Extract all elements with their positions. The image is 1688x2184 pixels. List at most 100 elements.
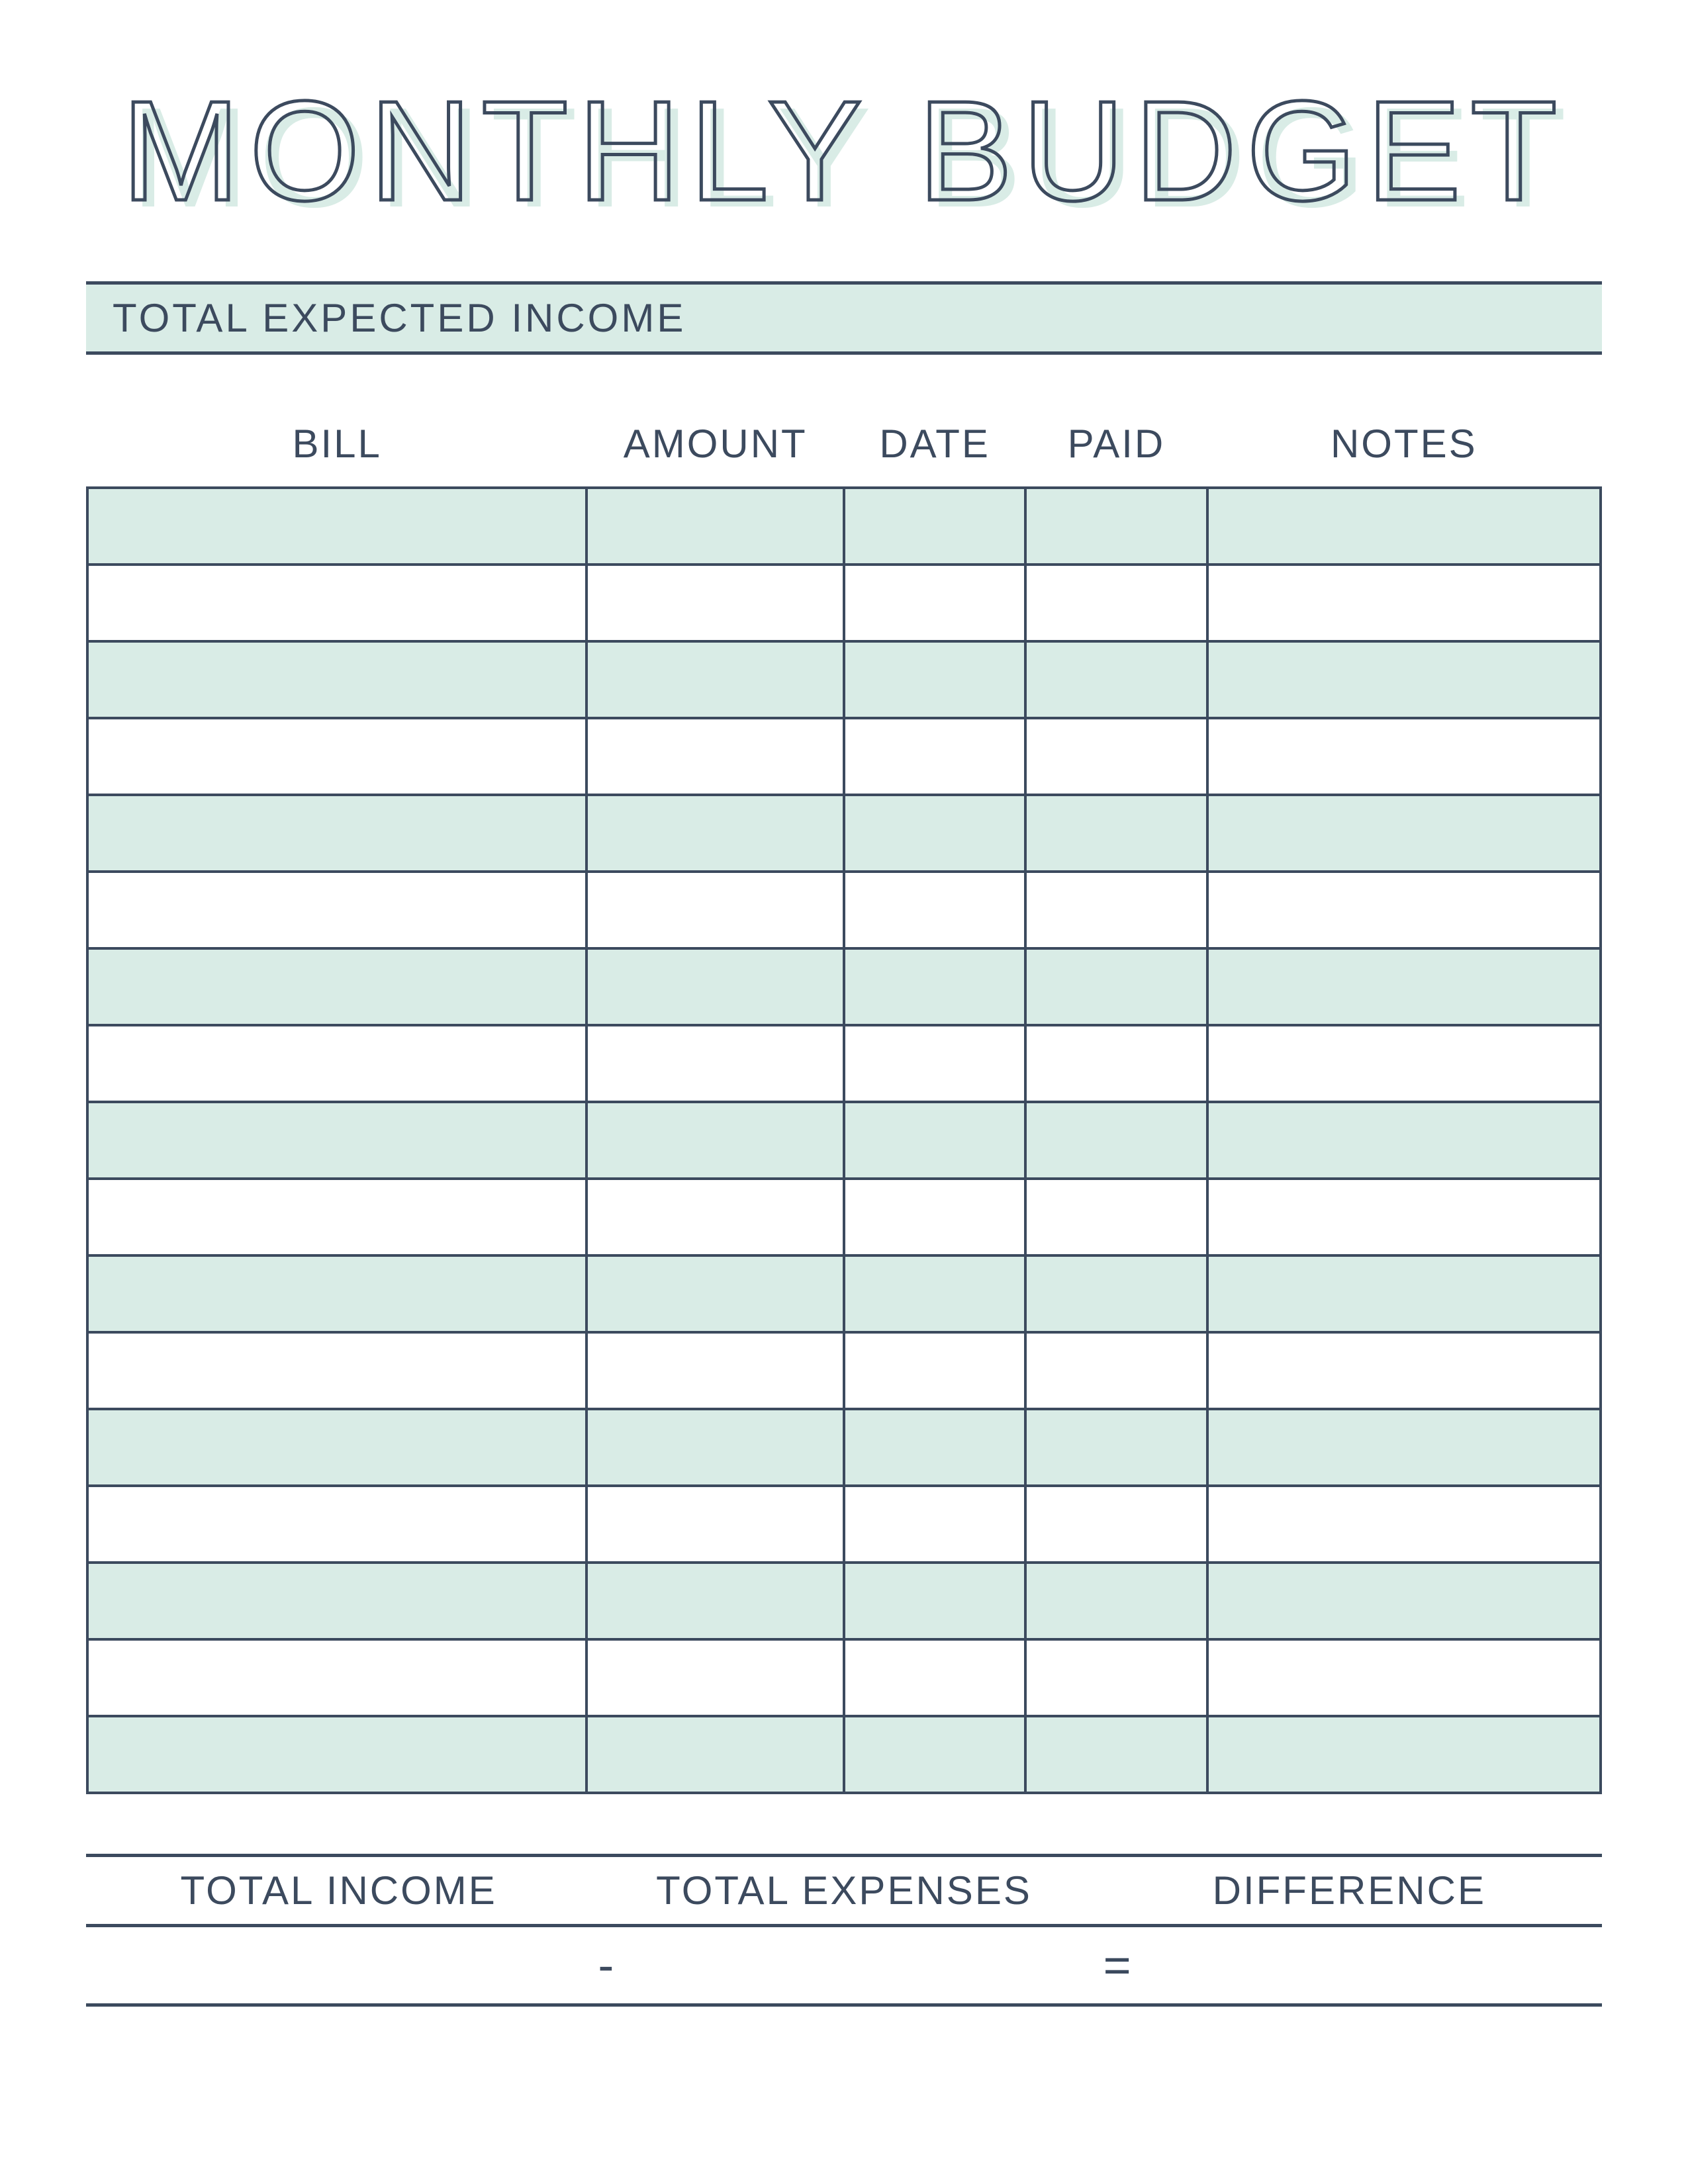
cell-notes[interactable] [1207,1332,1601,1409]
cell-paid[interactable] [1025,948,1207,1025]
cell-amount[interactable] [586,1025,844,1102]
cell-notes[interactable] [1207,1102,1601,1179]
cell-paid[interactable] [1025,1179,1207,1255]
col-header-paid: PAID [1025,401,1207,488]
cell-bill[interactable] [87,1332,586,1409]
cell-paid[interactable] [1025,1409,1207,1486]
cell-bill[interactable] [87,1639,586,1716]
cell-date[interactable] [844,718,1025,795]
table-row [87,872,1601,948]
cell-amount[interactable] [586,565,844,641]
table-row [87,1716,1601,1793]
cell-date[interactable] [844,1179,1025,1255]
cell-bill[interactable] [87,1409,586,1486]
cell-amount[interactable] [586,948,844,1025]
cell-amount[interactable] [586,1563,844,1639]
table-row [87,565,1601,641]
cell-date[interactable] [844,1332,1025,1409]
cell-bill[interactable] [87,1025,586,1102]
cell-bill[interactable] [87,795,586,872]
cell-paid[interactable] [1025,1025,1207,1102]
cell-paid[interactable] [1025,641,1207,718]
cell-bill[interactable] [87,1563,586,1639]
bills-header-row: BILL AMOUNT DATE PAID NOTES [87,401,1601,488]
cell-date[interactable] [844,1486,1025,1563]
cell-amount[interactable] [586,488,844,565]
cell-date[interactable] [844,1025,1025,1102]
cell-amount[interactable] [586,1409,844,1486]
cell-notes[interactable] [1207,718,1601,795]
table-row [87,488,1601,565]
cell-date[interactable] [844,872,1025,948]
cell-amount[interactable] [586,1102,844,1179]
cell-paid[interactable] [1025,718,1207,795]
table-row [87,1025,1601,1102]
table-row [87,1486,1601,1563]
cell-date[interactable] [844,565,1025,641]
cell-amount[interactable] [586,1179,844,1255]
cell-notes[interactable] [1207,641,1601,718]
cell-date[interactable] [844,1102,1025,1179]
cell-date[interactable] [844,1639,1025,1716]
cell-notes[interactable] [1207,1409,1601,1486]
cell-paid[interactable] [1025,1102,1207,1179]
cell-bill[interactable] [87,718,586,795]
cell-date[interactable] [844,1255,1025,1332]
cell-amount[interactable] [586,872,844,948]
cell-notes[interactable] [1207,1563,1601,1639]
cell-paid[interactable] [1025,795,1207,872]
cell-amount[interactable] [586,1255,844,1332]
cell-bill[interactable] [87,1102,586,1179]
cell-date[interactable] [844,948,1025,1025]
cell-notes[interactable] [1207,795,1601,872]
cell-amount[interactable] [586,795,844,872]
cell-date[interactable] [844,795,1025,872]
cell-notes[interactable] [1207,872,1601,948]
cell-notes[interactable] [1207,488,1601,565]
cell-notes[interactable] [1207,1179,1601,1255]
cell-paid[interactable] [1025,1563,1207,1639]
cell-bill[interactable] [87,1486,586,1563]
table-row [87,1102,1601,1179]
cell-notes[interactable] [1207,565,1601,641]
cell-date[interactable] [844,641,1025,718]
cell-date[interactable] [844,1563,1025,1639]
cell-paid[interactable] [1025,1332,1207,1409]
cell-paid[interactable] [1025,488,1207,565]
cell-paid[interactable] [1025,1639,1207,1716]
cell-date[interactable] [844,488,1025,565]
cell-paid[interactable] [1025,872,1207,948]
cell-notes[interactable] [1207,1716,1601,1793]
summary-headers: TOTAL INCOME TOTAL EXPENSES DIFFERENCE [86,1854,1602,1927]
cell-bill[interactable] [87,948,586,1025]
cell-amount[interactable] [586,718,844,795]
cell-bill[interactable] [87,872,586,948]
summary-difference-label: DIFFERENCE [1097,1868,1602,1913]
cell-notes[interactable] [1207,948,1601,1025]
cell-bill[interactable] [87,1255,586,1332]
col-header-bill: BILL [87,401,586,488]
cell-amount[interactable] [586,1639,844,1716]
cell-amount[interactable] [586,1332,844,1409]
cell-amount[interactable] [586,641,844,718]
cell-notes[interactable] [1207,1486,1601,1563]
cell-bill[interactable] [87,1716,586,1793]
cell-notes[interactable] [1207,1255,1601,1332]
cell-notes[interactable] [1207,1639,1601,1716]
table-row [87,641,1601,718]
cell-paid[interactable] [1025,1716,1207,1793]
cell-date[interactable] [844,1409,1025,1486]
cell-date[interactable] [844,1716,1025,1793]
cell-bill[interactable] [87,565,586,641]
cell-amount[interactable] [586,1486,844,1563]
cell-bill[interactable] [87,1179,586,1255]
income-bar: TOTAL EXPECTED INCOME [86,281,1602,355]
cell-amount[interactable] [586,1716,844,1793]
cell-paid[interactable] [1025,1486,1207,1563]
cell-bill[interactable] [87,488,586,565]
cell-bill[interactable] [87,641,586,718]
table-row [87,718,1601,795]
cell-paid[interactable] [1025,565,1207,641]
cell-paid[interactable] [1025,1255,1207,1332]
cell-notes[interactable] [1207,1025,1601,1102]
